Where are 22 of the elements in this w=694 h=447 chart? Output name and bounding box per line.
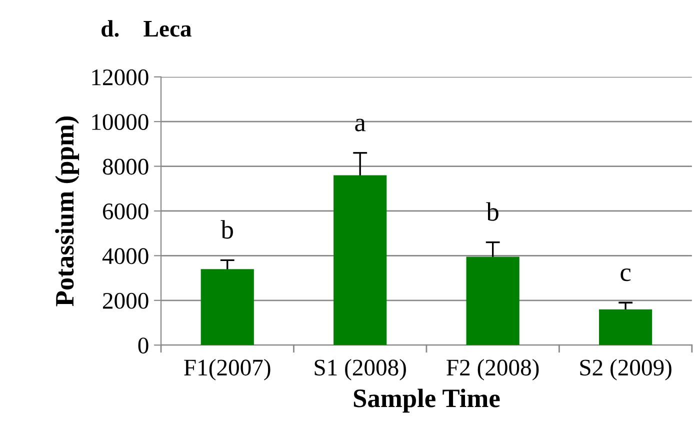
- annotation: b: [486, 202, 498, 221]
- annotation: b: [220, 220, 233, 239]
- x-tick-label: F2 (2008): [446, 358, 539, 380]
- y-tick-label: 8000: [102, 158, 148, 175]
- bar: [200, 269, 254, 346]
- annotation: c: [620, 268, 631, 282]
- y-tick-label: 6000: [102, 203, 148, 220]
- annotation: a: [355, 118, 366, 132]
- y-tick-label: 0: [138, 338, 148, 354]
- x-axis-title: Sample Time: [354, 388, 500, 413]
- bar: [334, 175, 387, 346]
- chart-title: d. Leca: [102, 20, 192, 37]
- y-axis-title: Potassium (ppm): [55, 116, 80, 306]
- y-tick-label: 12000: [92, 69, 148, 86]
- bar: [466, 256, 520, 346]
- y-tick-label: 4000: [102, 248, 148, 264]
- x-tick-label: S2 (2009): [580, 358, 672, 380]
- y-tick-label: 2000: [103, 292, 148, 309]
- y-tick-label: 10000: [92, 114, 148, 130]
- x-tick-label: S1 (2008): [314, 358, 406, 380]
- x-tick-label: F1(2007): [184, 358, 270, 380]
- bar: [599, 309, 652, 346]
